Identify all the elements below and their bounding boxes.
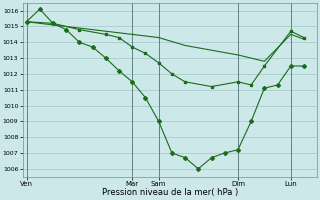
X-axis label: Pression niveau de la mer( hPa ): Pression niveau de la mer( hPa ): [102, 188, 238, 197]
